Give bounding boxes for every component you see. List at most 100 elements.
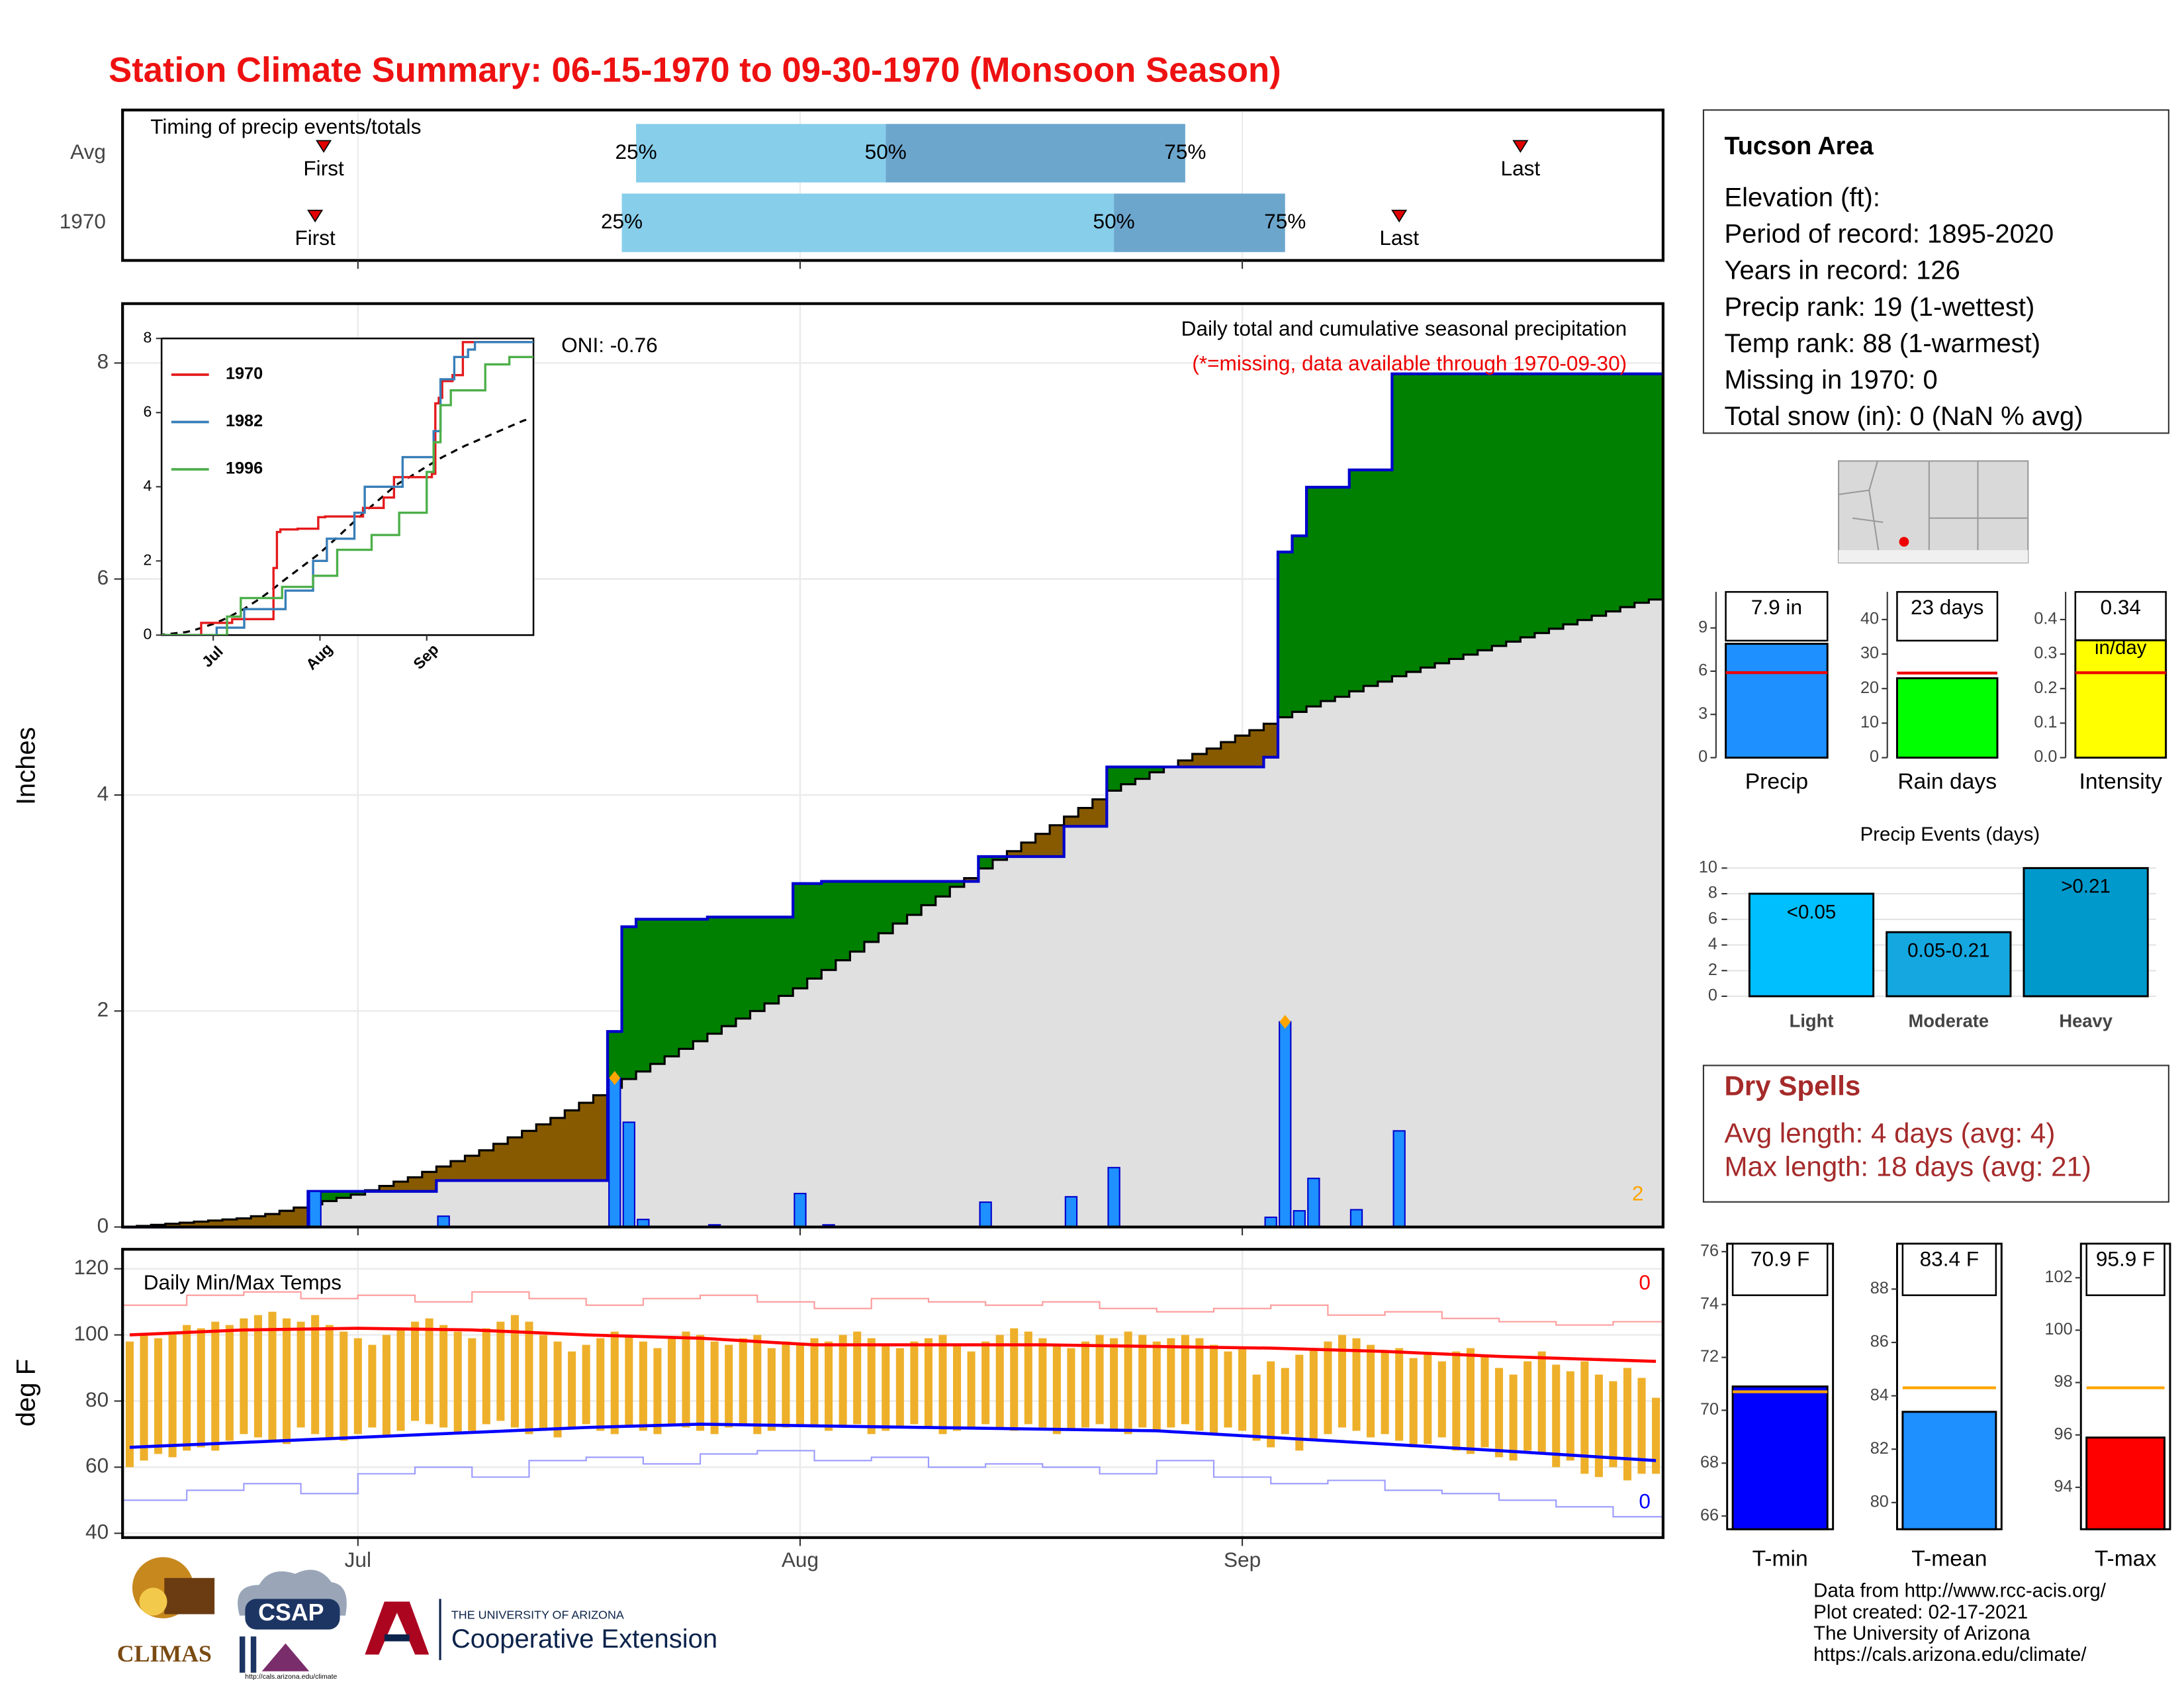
- departure-fill: [1649, 373, 1664, 600]
- timing-marker-label: First: [295, 226, 336, 250]
- temp-range-bar: [1095, 1335, 1104, 1425]
- small-y-tick-label: 6: [1698, 661, 1707, 680]
- temp-range-bar: [1537, 1351, 1546, 1454]
- oni-label: ONI: -0.76: [561, 333, 658, 357]
- temp-range-bar: [839, 1335, 847, 1428]
- footer-line: Data from http://www.rcc-acis.org/: [1813, 1580, 2107, 1602]
- departure-fill: [1149, 767, 1165, 773]
- small-y-tick-label: 0.4: [2034, 610, 2057, 628]
- departure-fill: [578, 1102, 594, 1181]
- small-y-tick-label: 66: [1700, 1506, 1719, 1524]
- daily-bar: [1349, 1209, 1363, 1228]
- temp-range-bar: [1424, 1354, 1432, 1444]
- temp-range-bar: [1124, 1331, 1132, 1434]
- departure-fill: [536, 1124, 551, 1181]
- departure-fill: [565, 1110, 580, 1181]
- temp-range-bar: [1010, 1328, 1019, 1431]
- daily-bar: [1307, 1178, 1320, 1228]
- departure-fill: [1064, 816, 1079, 827]
- departure-fill: [293, 1207, 309, 1227]
- small-y-tick-label: 0: [1870, 747, 1879, 766]
- temp-range-bar: [596, 1338, 605, 1431]
- temp-range-bar: [1138, 1335, 1147, 1428]
- small-y-tick-label: 82: [1870, 1439, 1889, 1458]
- timing-bar-late: [1114, 193, 1285, 252]
- inset-y-tick-label: 8: [144, 328, 152, 346]
- departure-fill: [550, 1117, 565, 1181]
- timing-title: Timing of precip events/totals: [150, 115, 421, 138]
- value-label: 83.4 F: [1920, 1246, 1979, 1270]
- value-box: [1901, 1243, 1997, 1296]
- summary-bar: [1731, 1385, 1829, 1530]
- departure-fill: [408, 1177, 423, 1192]
- temp-range-bar: [796, 1344, 804, 1425]
- y-tick-label: 6: [1708, 909, 1717, 927]
- y-tick-label: 0: [1708, 986, 1717, 1005]
- small-y-tick-label: 102: [2044, 1268, 2072, 1286]
- departure-fill: [921, 881, 936, 906]
- temp-range-bar: [425, 1318, 433, 1425]
- timing-marker-label: Last: [1501, 156, 1541, 180]
- departure-fill: [821, 881, 837, 970]
- departure-fill: [1406, 373, 1422, 673]
- small-y-tick-label: 72: [1700, 1347, 1719, 1366]
- small-y-tick-label: 30: [1860, 644, 1879, 663]
- departure-fill: [607, 1031, 623, 1088]
- daily-bar: [608, 1077, 621, 1228]
- temp-range-bar: [1580, 1361, 1589, 1474]
- footer-line: https://cals.arizona.edu/climate/: [1813, 1644, 2087, 1665]
- departure-fill: [1235, 735, 1250, 767]
- temps-title: Daily Min/Max Temps: [144, 1270, 341, 1294]
- departure-fill: [493, 1143, 508, 1181]
- temp-range-bar: [1181, 1335, 1189, 1425]
- departure-fill: [992, 856, 1008, 860]
- temp-range-bar: [268, 1311, 277, 1441]
- timing-row-label: 1970: [60, 209, 106, 233]
- temp-range-bar: [1081, 1341, 1090, 1428]
- value-label: 70.9 F: [1751, 1246, 1809, 1270]
- temp-range-bar: [1295, 1354, 1304, 1451]
- info-line: Temp rank: 88 (1-warmest): [1724, 329, 2040, 358]
- record-line: [122, 1291, 1663, 1326]
- departure-fill: [1335, 487, 1350, 697]
- departure-fill: [621, 927, 637, 1080]
- small-y-tick-label: 0.3: [2034, 644, 2057, 663]
- y-tick-label: 2: [1708, 961, 1717, 979]
- temp-range-bar: [1038, 1338, 1047, 1428]
- y-tick-label: 80: [85, 1387, 109, 1411]
- temp-range-bar: [1152, 1341, 1161, 1431]
- temp-range-bar: [183, 1325, 191, 1451]
- temp-range-bar: [882, 1344, 890, 1431]
- value-box: [2085, 1243, 2165, 1296]
- small-y-tick-label: 70: [1700, 1400, 1719, 1419]
- temp-range-bar: [867, 1338, 876, 1434]
- temp-range-bar: [710, 1341, 719, 1434]
- csap-url: http://cals.arizona.edu/climate: [245, 1673, 337, 1681]
- info-line: Precip rank: 19 (1-wettest): [1724, 293, 2034, 322]
- temp-range-bar: [1024, 1331, 1032, 1425]
- small-y-tick-label: 76: [1700, 1241, 1719, 1260]
- departure-fill: [422, 1172, 437, 1192]
- temp-range-bar: [853, 1331, 862, 1425]
- departure-fill: [721, 917, 737, 1027]
- departure-fill: [807, 883, 822, 979]
- temp-range-bar: [753, 1335, 762, 1434]
- temp-range-bar: [1224, 1351, 1232, 1428]
- value-label: 95.9 F: [2096, 1246, 2155, 1270]
- event-bar: [1886, 931, 2012, 998]
- departure-fill: [1206, 748, 1222, 767]
- departure-fill: [436, 1166, 451, 1181]
- summary-bar: [1725, 643, 1829, 759]
- temp-range-bar: [1480, 1354, 1489, 1448]
- temp-range-bar: [1352, 1338, 1361, 1431]
- temp-range-bar: [1267, 1361, 1275, 1448]
- csap-logo-text: CSAP: [258, 1599, 324, 1626]
- departure-fill: [1220, 742, 1236, 767]
- departure-fill: [1277, 551, 1293, 718]
- temp-range-bar: [825, 1341, 833, 1431]
- info-title: Tucson Area: [1724, 132, 1874, 160]
- temp-range-bar: [952, 1344, 962, 1431]
- info-line: Missing in 1970: 0: [1724, 365, 1937, 395]
- info-line: Years in record: 126: [1724, 256, 1960, 285]
